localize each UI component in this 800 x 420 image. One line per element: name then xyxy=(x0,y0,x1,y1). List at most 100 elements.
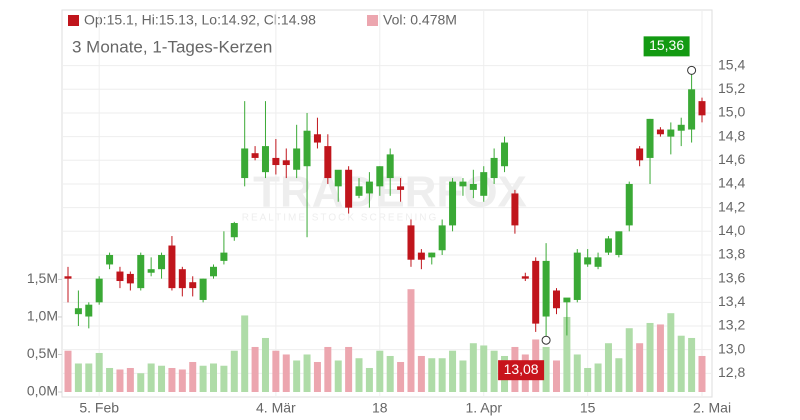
volume-bar xyxy=(677,335,685,392)
volume-bar xyxy=(168,367,176,392)
volume-bar xyxy=(158,365,166,392)
candle-body xyxy=(168,245,176,289)
volume-bar xyxy=(116,369,124,392)
candle-body xyxy=(241,148,249,179)
volume-bar xyxy=(615,358,623,392)
extreme-label: 13,08 xyxy=(504,361,539,377)
candle-body xyxy=(210,266,218,277)
candle-body xyxy=(147,269,155,273)
y-tick-label: 15,2 xyxy=(718,80,745,96)
candle-body xyxy=(365,181,373,194)
candle-body xyxy=(563,297,571,303)
volume-bar xyxy=(449,350,457,392)
candle-body xyxy=(178,269,186,289)
candle-body xyxy=(116,271,124,282)
x-tick-label: 15 xyxy=(580,400,596,416)
candle-body xyxy=(407,225,415,260)
volume-bar xyxy=(365,367,373,392)
candle-body xyxy=(95,278,103,303)
y2-tick-label: 0,0M xyxy=(27,383,58,399)
candle-body xyxy=(74,308,82,315)
volume-bar xyxy=(251,346,259,392)
volume-bar xyxy=(313,361,321,392)
x-tick-label: 1. Apr xyxy=(465,400,502,416)
candle-body xyxy=(397,186,405,190)
y-tick-label: 14,2 xyxy=(718,198,745,214)
volume-bar xyxy=(438,358,446,392)
legend-swatch xyxy=(367,15,378,26)
volume-bar xyxy=(646,322,654,392)
volume-bar xyxy=(293,360,301,392)
volume-bar xyxy=(376,350,384,392)
candle-body xyxy=(438,225,446,251)
volume-bar xyxy=(542,346,550,392)
volume-bar xyxy=(345,346,353,392)
candle-body xyxy=(126,273,134,284)
y-tick-label: 13,0 xyxy=(718,340,745,356)
y-tick-label: 13,6 xyxy=(718,269,745,285)
candle-body xyxy=(293,148,301,170)
volume-bar xyxy=(698,355,706,392)
volume-bar xyxy=(189,361,197,392)
candle-body xyxy=(334,169,342,187)
candle-body xyxy=(521,276,529,279)
candle-body xyxy=(137,254,145,289)
extreme-marker xyxy=(687,65,697,75)
y-tick-label: 14,0 xyxy=(718,222,745,238)
candle-body xyxy=(345,169,353,208)
volume-bar xyxy=(74,363,82,392)
y-tick-label: 13,8 xyxy=(718,246,745,262)
extreme-label: 15,36 xyxy=(649,37,684,53)
candle-body xyxy=(469,183,477,190)
volume-bar xyxy=(584,367,592,392)
y-tick-label: 14,6 xyxy=(718,151,745,167)
volume-bar xyxy=(688,337,696,392)
x-tick-label: 2. Mai xyxy=(693,400,731,416)
y-tick-label: 14,8 xyxy=(718,127,745,143)
volume-bar xyxy=(324,346,332,392)
y-tick-label: 15,0 xyxy=(718,104,745,120)
candle-body xyxy=(584,257,592,265)
candle-body xyxy=(677,124,685,131)
volume-bar xyxy=(563,316,571,392)
candle-body xyxy=(313,134,321,143)
volume-bar xyxy=(636,343,644,392)
plot-frame xyxy=(61,9,713,398)
candle-body xyxy=(625,183,633,226)
candle-body xyxy=(501,142,509,167)
volume-bar xyxy=(386,355,394,392)
candle-body xyxy=(199,278,207,300)
volume-bar xyxy=(667,313,675,392)
candle-body xyxy=(189,282,197,289)
candle-body xyxy=(480,172,488,196)
legend-volume: Vol: 0.478M xyxy=(383,12,457,28)
candle-body xyxy=(552,290,560,309)
candle-body xyxy=(106,254,114,265)
volume-bar xyxy=(459,360,467,392)
volume-bar xyxy=(407,289,415,392)
volume-bar xyxy=(220,365,228,392)
candle-body xyxy=(615,231,623,255)
volume-bar xyxy=(126,367,134,392)
volume-bar xyxy=(417,355,425,392)
candle-body xyxy=(646,118,654,158)
x-tick-label: 18 xyxy=(372,400,388,416)
candle-body xyxy=(158,254,166,270)
candle-body xyxy=(532,260,540,324)
watermark-sub: REALTIME STOCK SCREENING xyxy=(242,213,439,224)
volume-bar xyxy=(210,363,218,392)
volume-bar xyxy=(594,363,602,392)
chart-title: 3 Monate, 1-Tages-Kerzen xyxy=(72,37,272,56)
volume-bar xyxy=(469,343,477,392)
volume-bar xyxy=(95,352,103,392)
candle-body xyxy=(604,238,612,253)
candle-body xyxy=(230,223,238,238)
volume-bar xyxy=(656,324,664,392)
volume-bar xyxy=(199,365,207,392)
candle-body xyxy=(688,89,696,130)
candle-body xyxy=(303,130,311,167)
legend-swatch xyxy=(68,15,79,26)
volume-bar xyxy=(178,369,186,392)
volume-bar xyxy=(106,367,114,392)
